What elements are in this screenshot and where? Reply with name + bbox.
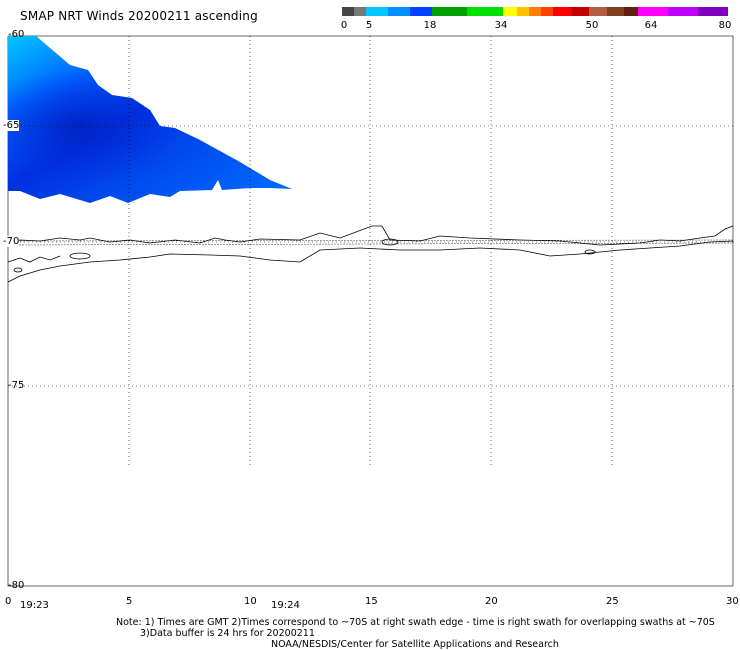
colorbar-label: 34 [494,20,508,31]
lat-label-75: -75 [8,380,25,391]
lat-label-80: -80 [8,580,25,591]
colorbar-segment [365,7,388,16]
map-gridlines [8,36,733,465]
lon-label-25: 25 [606,596,619,607]
wind-speed-colorbar [342,7,728,16]
colorbar-segment [342,7,354,16]
colorbar-segment [606,7,625,16]
colorbar-segment [387,7,410,16]
colorbar-segment [552,7,571,16]
lat-label-65: -65 [3,120,20,131]
note-line-1: Note: 1) Times are GMT 2)Times correspon… [116,617,715,628]
lon-label-30: 30 [726,596,739,607]
colorbar-label: 5 [365,20,373,31]
map-title: SMAP NRT Winds 20200211 ascending [20,9,258,23]
colorbar-segment [624,7,639,16]
time-label-1923: 19:23 [20,600,49,611]
colorbar-segment [540,7,553,16]
note-line-3: NOAA/NESDIS/Center for Satellite Applica… [271,639,559,650]
lon-label-20: 20 [485,596,498,607]
colorbar-segment [517,7,529,16]
colorbar-segment [570,7,589,16]
colorbar-label: 50 [585,20,599,31]
lon-label-15: 15 [365,596,378,607]
ice-shelf-band [7,239,734,246]
colorbar-segment [353,7,366,16]
coastline [7,225,734,283]
time-label-1924: 19:24 [271,600,300,611]
colorbar-segment [698,7,728,16]
colorbar-segment [467,7,504,16]
colorbar-label: 64 [644,20,658,31]
colorbar-segment [638,7,669,16]
colorbar-segment [409,7,432,16]
lon-label-0: 0 [5,596,12,607]
colorbar-label: 0 [340,20,348,31]
colorbar-segment [503,7,518,16]
colorbar-label: 80 [718,20,732,31]
colorbar-label: 18 [423,20,437,31]
colorbar-segment [588,7,607,16]
lon-label-5: 5 [126,596,133,607]
lat-label-70: -70 [3,236,20,247]
colorbar-segment [431,7,468,16]
lon-label-10: 10 [244,596,257,607]
wind-swath [8,36,292,203]
colorbar-segment [668,7,699,16]
plot-frame [7,35,734,587]
note-line-2: 3)Data buffer is 24 hrs for 20200211 [140,628,315,639]
lat-label-60: -60 [8,29,25,40]
colorbar-segment [528,7,541,16]
